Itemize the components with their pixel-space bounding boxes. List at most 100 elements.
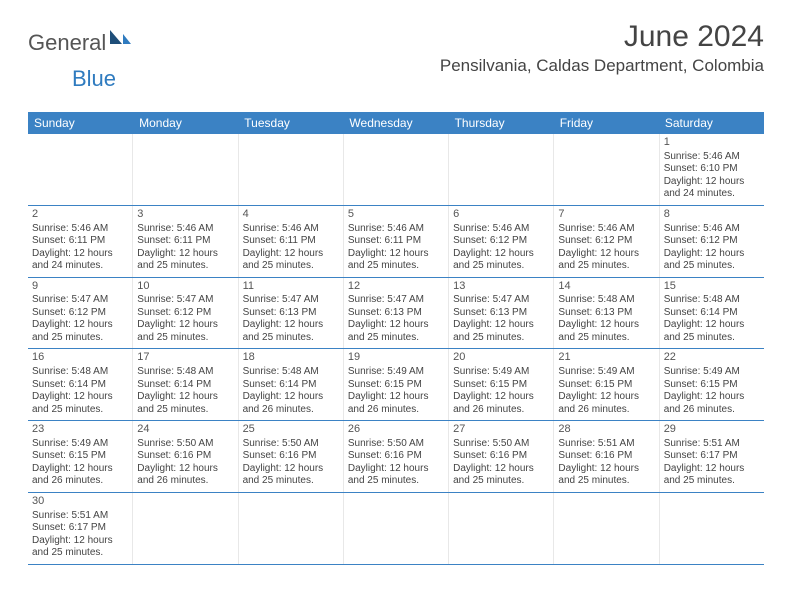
sunset-line: Sunset: 6:16 PM <box>137 450 233 463</box>
sunrise-line: Sunrise: 5:48 AM <box>558 294 654 307</box>
day-number: 3 <box>137 208 233 222</box>
calendar-empty-cell <box>660 493 764 564</box>
sunset-line: Sunset: 6:14 PM <box>137 379 233 392</box>
day-number: 4 <box>243 208 339 222</box>
day-number: 1 <box>664 136 760 150</box>
day-number: 8 <box>664 208 760 222</box>
weekday-header: Friday <box>554 112 659 134</box>
month-title: June 2024 <box>440 20 764 54</box>
sunrise-line: Sunrise: 5:47 AM <box>243 294 339 307</box>
calendar-day: 24Sunrise: 5:50 AMSunset: 6:16 PMDayligh… <box>133 421 238 492</box>
logo: General <box>28 28 132 57</box>
calendar-day: 8Sunrise: 5:46 AMSunset: 6:12 PMDaylight… <box>660 206 764 277</box>
sunset-line: Sunset: 6:10 PM <box>664 163 760 176</box>
calendar-day: 30Sunrise: 5:51 AMSunset: 6:17 PMDayligh… <box>28 493 133 564</box>
day-number: 7 <box>558 208 654 222</box>
sunrise-line: Sunrise: 5:49 AM <box>664 366 760 379</box>
daylight-line: Daylight: 12 hours and 25 minutes. <box>558 463 654 488</box>
daylight-line: Daylight: 12 hours and 25 minutes. <box>348 319 444 344</box>
calendar-week: 1Sunrise: 5:46 AMSunset: 6:10 PMDaylight… <box>28 134 764 206</box>
daylight-line: Daylight: 12 hours and 25 minutes. <box>558 319 654 344</box>
sunrise-line: Sunrise: 5:51 AM <box>558 438 654 451</box>
day-number: 30 <box>32 495 128 509</box>
calendar-day: 17Sunrise: 5:48 AMSunset: 6:14 PMDayligh… <box>133 349 238 420</box>
sunrise-line: Sunrise: 5:47 AM <box>453 294 549 307</box>
daylight-line: Daylight: 12 hours and 25 minutes. <box>137 391 233 416</box>
sunrise-line: Sunrise: 5:48 AM <box>664 294 760 307</box>
calendar-day: 7Sunrise: 5:46 AMSunset: 6:12 PMDaylight… <box>554 206 659 277</box>
sunrise-line: Sunrise: 5:47 AM <box>32 294 128 307</box>
sunset-line: Sunset: 6:12 PM <box>558 235 654 248</box>
weekday-header: Sunday <box>28 112 133 134</box>
calendar-empty-cell <box>28 134 133 205</box>
logo-text-general: General <box>28 30 106 56</box>
day-number: 21 <box>558 351 654 365</box>
sunrise-line: Sunrise: 5:46 AM <box>558 223 654 236</box>
calendar-day: 1Sunrise: 5:46 AMSunset: 6:10 PMDaylight… <box>660 134 764 205</box>
calendar-empty-cell <box>344 493 449 564</box>
sunset-line: Sunset: 6:16 PM <box>558 450 654 463</box>
calendar-day: 9Sunrise: 5:47 AMSunset: 6:12 PMDaylight… <box>28 278 133 349</box>
daylight-line: Daylight: 12 hours and 25 minutes. <box>243 319 339 344</box>
day-number: 14 <box>558 280 654 294</box>
calendar-day: 11Sunrise: 5:47 AMSunset: 6:13 PMDayligh… <box>239 278 344 349</box>
daylight-line: Daylight: 12 hours and 26 minutes. <box>32 463 128 488</box>
daylight-line: Daylight: 12 hours and 24 minutes. <box>32 248 128 273</box>
sunset-line: Sunset: 6:12 PM <box>32 307 128 320</box>
calendar-day: 2Sunrise: 5:46 AMSunset: 6:11 PMDaylight… <box>28 206 133 277</box>
sunset-line: Sunset: 6:12 PM <box>137 307 233 320</box>
day-number: 23 <box>32 423 128 437</box>
calendar-day: 10Sunrise: 5:47 AMSunset: 6:12 PMDayligh… <box>133 278 238 349</box>
sunset-line: Sunset: 6:13 PM <box>453 307 549 320</box>
sunrise-line: Sunrise: 5:50 AM <box>137 438 233 451</box>
daylight-line: Daylight: 12 hours and 26 minutes. <box>664 391 760 416</box>
daylight-line: Daylight: 12 hours and 25 minutes. <box>348 463 444 488</box>
weekday-header: Tuesday <box>238 112 343 134</box>
daylight-line: Daylight: 12 hours and 26 minutes. <box>348 391 444 416</box>
daylight-line: Daylight: 12 hours and 25 minutes. <box>243 248 339 273</box>
calendar-week: 30Sunrise: 5:51 AMSunset: 6:17 PMDayligh… <box>28 493 764 565</box>
calendar-empty-cell <box>554 493 659 564</box>
day-number: 13 <box>453 280 549 294</box>
sunrise-line: Sunrise: 5:46 AM <box>664 151 760 164</box>
weekday-header: Saturday <box>659 112 764 134</box>
day-number: 9 <box>32 280 128 294</box>
sunrise-line: Sunrise: 5:49 AM <box>32 438 128 451</box>
calendar-day: 21Sunrise: 5:49 AMSunset: 6:15 PMDayligh… <box>554 349 659 420</box>
calendar-empty-cell <box>449 493 554 564</box>
day-number: 19 <box>348 351 444 365</box>
sunset-line: Sunset: 6:16 PM <box>453 450 549 463</box>
daylight-line: Daylight: 12 hours and 24 minutes. <box>664 176 760 201</box>
daylight-line: Daylight: 12 hours and 26 minutes. <box>243 391 339 416</box>
calendar-day: 6Sunrise: 5:46 AMSunset: 6:12 PMDaylight… <box>449 206 554 277</box>
calendar-day: 15Sunrise: 5:48 AMSunset: 6:14 PMDayligh… <box>660 278 764 349</box>
calendar-day: 16Sunrise: 5:48 AMSunset: 6:14 PMDayligh… <box>28 349 133 420</box>
calendar-week: 23Sunrise: 5:49 AMSunset: 6:15 PMDayligh… <box>28 421 764 493</box>
sunset-line: Sunset: 6:16 PM <box>348 450 444 463</box>
sunset-line: Sunset: 6:13 PM <box>348 307 444 320</box>
sunrise-line: Sunrise: 5:51 AM <box>664 438 760 451</box>
sunset-line: Sunset: 6:15 PM <box>348 379 444 392</box>
day-number: 22 <box>664 351 760 365</box>
sunset-line: Sunset: 6:15 PM <box>453 379 549 392</box>
weekday-header: Monday <box>133 112 238 134</box>
sunset-line: Sunset: 6:17 PM <box>32 522 128 535</box>
sunset-line: Sunset: 6:17 PM <box>664 450 760 463</box>
calendar: SundayMondayTuesdayWednesdayThursdayFrid… <box>28 112 764 565</box>
daylight-line: Daylight: 12 hours and 26 minutes. <box>558 391 654 416</box>
sunset-line: Sunset: 6:13 PM <box>243 307 339 320</box>
day-number: 12 <box>348 280 444 294</box>
day-number: 24 <box>137 423 233 437</box>
calendar-day: 14Sunrise: 5:48 AMSunset: 6:13 PMDayligh… <box>554 278 659 349</box>
sunrise-line: Sunrise: 5:48 AM <box>32 366 128 379</box>
calendar-day: 28Sunrise: 5:51 AMSunset: 6:16 PMDayligh… <box>554 421 659 492</box>
sunset-line: Sunset: 6:14 PM <box>32 379 128 392</box>
daylight-line: Daylight: 12 hours and 25 minutes. <box>453 463 549 488</box>
day-number: 18 <box>243 351 339 365</box>
daylight-line: Daylight: 12 hours and 25 minutes. <box>32 319 128 344</box>
sunset-line: Sunset: 6:11 PM <box>243 235 339 248</box>
sunrise-line: Sunrise: 5:47 AM <box>348 294 444 307</box>
sunset-line: Sunset: 6:11 PM <box>348 235 444 248</box>
day-number: 16 <box>32 351 128 365</box>
calendar-day: 22Sunrise: 5:49 AMSunset: 6:15 PMDayligh… <box>660 349 764 420</box>
